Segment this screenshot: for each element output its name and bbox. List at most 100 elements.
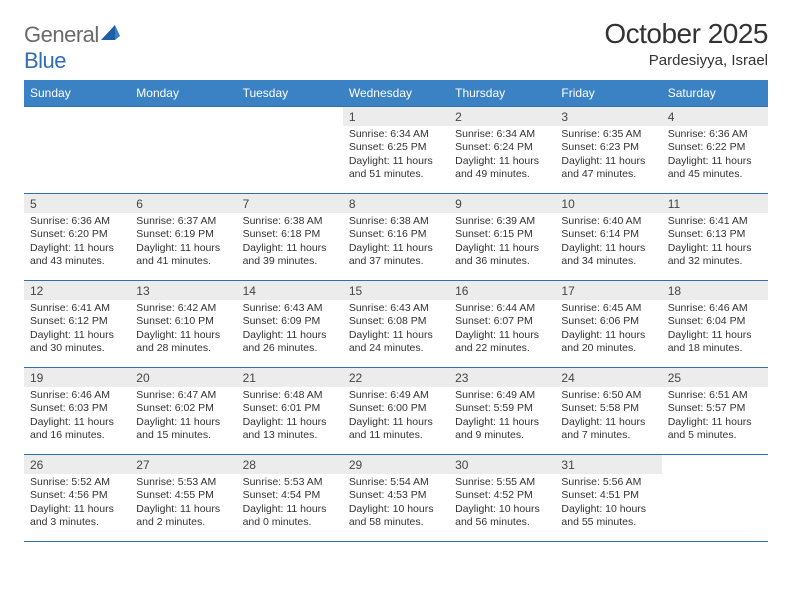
daylight-text: Daylight: 11 hours and 15 minutes. bbox=[136, 416, 230, 443]
daylight-text: Daylight: 11 hours and 7 minutes. bbox=[561, 416, 655, 443]
day-details: Sunrise: 5:54 AMSunset: 4:53 PMDaylight:… bbox=[343, 474, 449, 534]
sunrise-text: Sunrise: 6:50 AM bbox=[561, 389, 655, 402]
calendar-day bbox=[24, 107, 130, 194]
daylight-text: Daylight: 11 hours and 47 minutes. bbox=[561, 155, 655, 182]
sunset-text: Sunset: 4:51 PM bbox=[561, 489, 655, 502]
sunset-text: Sunset: 6:09 PM bbox=[243, 315, 337, 328]
sunrise-text: Sunrise: 6:36 AM bbox=[30, 215, 124, 228]
sunset-text: Sunset: 4:56 PM bbox=[30, 489, 124, 502]
day-details: Sunrise: 6:41 AMSunset: 6:12 PMDaylight:… bbox=[24, 300, 130, 360]
day-number: 6 bbox=[130, 194, 236, 213]
day-header: Thursday bbox=[449, 80, 555, 107]
sunset-text: Sunset: 6:04 PM bbox=[668, 315, 762, 328]
calendar-day: 28Sunrise: 5:53 AMSunset: 4:54 PMDayligh… bbox=[237, 455, 343, 542]
daylight-text: Daylight: 10 hours and 55 minutes. bbox=[561, 503, 655, 530]
daylight-text: Daylight: 11 hours and 37 minutes. bbox=[349, 242, 443, 269]
page-subtitle: Pardesiyya, Israel bbox=[604, 52, 768, 69]
calendar-day: 22Sunrise: 6:49 AMSunset: 6:00 PMDayligh… bbox=[343, 368, 449, 455]
calendar-day: 20Sunrise: 6:47 AMSunset: 6:02 PMDayligh… bbox=[130, 368, 236, 455]
calendar-day: 16Sunrise: 6:44 AMSunset: 6:07 PMDayligh… bbox=[449, 281, 555, 368]
daylight-text: Daylight: 11 hours and 41 minutes. bbox=[136, 242, 230, 269]
calendar-week: 1Sunrise: 6:34 AMSunset: 6:25 PMDaylight… bbox=[24, 107, 768, 194]
sunrise-text: Sunrise: 5:55 AM bbox=[455, 476, 549, 489]
day-number: 22 bbox=[343, 368, 449, 387]
day-number: 20 bbox=[130, 368, 236, 387]
day-details: Sunrise: 6:45 AMSunset: 6:06 PMDaylight:… bbox=[555, 300, 661, 360]
day-number: 14 bbox=[237, 281, 343, 300]
day-number: 10 bbox=[555, 194, 661, 213]
daylight-text: Daylight: 11 hours and 24 minutes. bbox=[349, 329, 443, 356]
calendar-day: 31Sunrise: 5:56 AMSunset: 4:51 PMDayligh… bbox=[555, 455, 661, 542]
daylight-text: Daylight: 11 hours and 11 minutes. bbox=[349, 416, 443, 443]
logo-text: General Blue bbox=[24, 22, 121, 74]
day-details: Sunrise: 6:35 AMSunset: 6:23 PMDaylight:… bbox=[555, 126, 661, 186]
daylight-text: Daylight: 11 hours and 49 minutes. bbox=[455, 155, 549, 182]
day-number: 9 bbox=[449, 194, 555, 213]
day-header: Monday bbox=[130, 80, 236, 107]
logo: General Blue bbox=[24, 18, 121, 74]
daylight-text: Daylight: 11 hours and 36 minutes. bbox=[455, 242, 549, 269]
sunrise-text: Sunrise: 6:45 AM bbox=[561, 302, 655, 315]
day-details: Sunrise: 6:39 AMSunset: 6:15 PMDaylight:… bbox=[449, 213, 555, 273]
sunrise-text: Sunrise: 6:41 AM bbox=[668, 215, 762, 228]
calendar-day: 5Sunrise: 6:36 AMSunset: 6:20 PMDaylight… bbox=[24, 194, 130, 281]
calendar-day: 10Sunrise: 6:40 AMSunset: 6:14 PMDayligh… bbox=[555, 194, 661, 281]
sunset-text: Sunset: 6:19 PM bbox=[136, 228, 230, 241]
sunset-text: Sunset: 6:01 PM bbox=[243, 402, 337, 415]
calendar-header-row: SundayMondayTuesdayWednesdayThursdayFrid… bbox=[24, 80, 768, 107]
sunrise-text: Sunrise: 6:44 AM bbox=[455, 302, 549, 315]
day-number: 11 bbox=[662, 194, 768, 213]
sunrise-text: Sunrise: 6:43 AM bbox=[349, 302, 443, 315]
day-number: 24 bbox=[555, 368, 661, 387]
sunset-text: Sunset: 6:00 PM bbox=[349, 402, 443, 415]
calendar-day: 14Sunrise: 6:43 AMSunset: 6:09 PMDayligh… bbox=[237, 281, 343, 368]
day-details: Sunrise: 6:49 AMSunset: 5:59 PMDaylight:… bbox=[449, 387, 555, 447]
sunrise-text: Sunrise: 6:49 AM bbox=[455, 389, 549, 402]
calendar-day: 2Sunrise: 6:34 AMSunset: 6:24 PMDaylight… bbox=[449, 107, 555, 194]
sunrise-text: Sunrise: 6:35 AM bbox=[561, 128, 655, 141]
header: General Blue October 2025 Pardesiyya, Is… bbox=[24, 18, 768, 74]
daylight-text: Daylight: 11 hours and 28 minutes. bbox=[136, 329, 230, 356]
sunset-text: Sunset: 4:52 PM bbox=[455, 489, 549, 502]
day-details: Sunrise: 6:46 AMSunset: 6:03 PMDaylight:… bbox=[24, 387, 130, 447]
sunset-text: Sunset: 6:18 PM bbox=[243, 228, 337, 241]
calendar-day: 7Sunrise: 6:38 AMSunset: 6:18 PMDaylight… bbox=[237, 194, 343, 281]
daylight-text: Daylight: 11 hours and 9 minutes. bbox=[455, 416, 549, 443]
day-details: Sunrise: 6:42 AMSunset: 6:10 PMDaylight:… bbox=[130, 300, 236, 360]
day-details: Sunrise: 5:56 AMSunset: 4:51 PMDaylight:… bbox=[555, 474, 661, 534]
calendar-week: 12Sunrise: 6:41 AMSunset: 6:12 PMDayligh… bbox=[24, 281, 768, 368]
daylight-text: Daylight: 10 hours and 56 minutes. bbox=[455, 503, 549, 530]
day-details: Sunrise: 5:52 AMSunset: 4:56 PMDaylight:… bbox=[24, 474, 130, 534]
sunset-text: Sunset: 4:54 PM bbox=[243, 489, 337, 502]
calendar-day: 17Sunrise: 6:45 AMSunset: 6:06 PMDayligh… bbox=[555, 281, 661, 368]
daylight-text: Daylight: 11 hours and 18 minutes. bbox=[668, 329, 762, 356]
day-number: 17 bbox=[555, 281, 661, 300]
day-number: 26 bbox=[24, 455, 130, 474]
page-title: October 2025 bbox=[604, 18, 768, 50]
logo-word1: General bbox=[24, 22, 99, 47]
daylight-text: Daylight: 11 hours and 5 minutes. bbox=[668, 416, 762, 443]
day-details: Sunrise: 6:51 AMSunset: 5:57 PMDaylight:… bbox=[662, 387, 768, 447]
sunrise-text: Sunrise: 6:48 AM bbox=[243, 389, 337, 402]
sunset-text: Sunset: 5:57 PM bbox=[668, 402, 762, 415]
day-details: Sunrise: 6:44 AMSunset: 6:07 PMDaylight:… bbox=[449, 300, 555, 360]
sunrise-text: Sunrise: 6:38 AM bbox=[349, 215, 443, 228]
calendar-day: 30Sunrise: 5:55 AMSunset: 4:52 PMDayligh… bbox=[449, 455, 555, 542]
daylight-text: Daylight: 11 hours and 3 minutes. bbox=[30, 503, 124, 530]
daylight-text: Daylight: 11 hours and 30 minutes. bbox=[30, 329, 124, 356]
day-number: 12 bbox=[24, 281, 130, 300]
sunset-text: Sunset: 6:10 PM bbox=[136, 315, 230, 328]
sunset-text: Sunset: 6:14 PM bbox=[561, 228, 655, 241]
sunrise-text: Sunrise: 5:52 AM bbox=[30, 476, 124, 489]
daylight-text: Daylight: 11 hours and 26 minutes. bbox=[243, 329, 337, 356]
daylight-text: Daylight: 11 hours and 22 minutes. bbox=[455, 329, 549, 356]
sunrise-text: Sunrise: 6:47 AM bbox=[136, 389, 230, 402]
day-number: 31 bbox=[555, 455, 661, 474]
day-number: 21 bbox=[237, 368, 343, 387]
daylight-text: Daylight: 11 hours and 13 minutes. bbox=[243, 416, 337, 443]
sunrise-text: Sunrise: 6:38 AM bbox=[243, 215, 337, 228]
calendar-day: 18Sunrise: 6:46 AMSunset: 6:04 PMDayligh… bbox=[662, 281, 768, 368]
sunrise-text: Sunrise: 5:53 AM bbox=[243, 476, 337, 489]
day-details: Sunrise: 6:37 AMSunset: 6:19 PMDaylight:… bbox=[130, 213, 236, 273]
sail-icon bbox=[101, 22, 121, 48]
